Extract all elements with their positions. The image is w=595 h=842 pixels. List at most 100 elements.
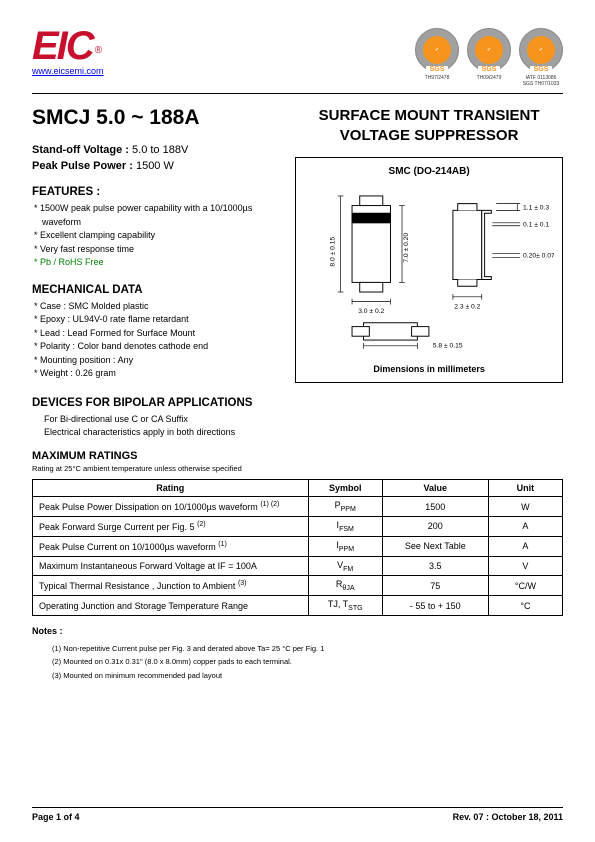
note-item: (1) Non-repetitive Current pulse per Fig… bbox=[52, 642, 563, 656]
cell-unit: °C bbox=[488, 596, 562, 616]
dim-t-bot: 0.20± 0.07 bbox=[523, 252, 554, 259]
features-heading: FEATURES : bbox=[32, 186, 279, 198]
feature-item-rohs: Pb / RoHS Free bbox=[34, 256, 279, 270]
notes-heading: Notes : bbox=[32, 626, 563, 636]
certifications: ✓ SGS TH97/2478 ✓ SGS TH09/2479 ✓ SGS IA… bbox=[415, 28, 563, 87]
cert-badge-3: ✓ SGS IATF 0113086 SGS TH07/1033 bbox=[519, 28, 563, 87]
dim-h-outer: 8.0 ± 0.15 bbox=[330, 236, 337, 266]
bipolar-section: DEVICES FOR BIPOLAR APPLICATIONS For Bi-… bbox=[32, 397, 563, 438]
dim-w-top: 3.0 ± 0.2 bbox=[358, 308, 384, 315]
standoff-label: Stand-off Voltage : bbox=[32, 144, 129, 156]
dim-w-side: 2.3 ± 0.2 bbox=[454, 303, 480, 310]
cell-rating: Peak Forward Surge Current per Fig. 5 (2… bbox=[33, 516, 309, 536]
note-item: (2) Mounted on 0.31x 0.31" (8.0 x 8.0mm)… bbox=[52, 655, 563, 669]
mechanical-heading: MECHANICAL DATA bbox=[32, 284, 279, 296]
dim-t-top: 1.1 ± 0.3 bbox=[523, 204, 549, 211]
cell-unit: A bbox=[488, 516, 562, 536]
table-row: Maximum Instantaneous Forward Voltage at… bbox=[33, 556, 563, 576]
cert-label-line2: SGS TH07/1033 bbox=[523, 81, 560, 87]
col-value: Value bbox=[382, 480, 488, 497]
table-row: Peak Pulse Power Dissipation on 10/1000µ… bbox=[33, 497, 563, 517]
cell-symbol: TJ, TSTG bbox=[308, 596, 382, 616]
mechanical-item: Lead : Lead Formed for Surface Mount bbox=[34, 327, 279, 341]
cell-value: 75 bbox=[382, 576, 488, 596]
features-list: 1500W peak pulse power capability with a… bbox=[32, 202, 279, 270]
package-diagram-box: SMC (DO-214AB) 8.0 ± 0.15 bbox=[295, 157, 563, 383]
doc-title-l1: SURFACE MOUNT TRANSIENT bbox=[319, 107, 540, 124]
table-row: Operating Junction and Storage Temperatu… bbox=[33, 596, 563, 616]
cert-label: IATF 0113086 SGS TH07/1033 bbox=[523, 75, 560, 87]
feature-item: Very fast response time bbox=[34, 243, 279, 257]
logo-eic: EIC bbox=[32, 24, 93, 68]
cert-sgs-label: SGS bbox=[478, 66, 501, 73]
ratings-subtext: Rating at 25°C ambient temperature unles… bbox=[32, 464, 563, 473]
standoff-value: 5.0 to 188V bbox=[132, 144, 188, 156]
part-number: SMCJ 5.0 ~ 188A bbox=[32, 106, 279, 130]
col-rating: Rating bbox=[33, 480, 309, 497]
cert-label: TH09/2479 bbox=[477, 75, 502, 81]
cell-value: 200 bbox=[382, 516, 488, 536]
table-row: Typical Thermal Resistance , Junction to… bbox=[33, 576, 563, 596]
cell-unit: V bbox=[488, 556, 562, 576]
bipolar-line1: For Bi-directional use C or CA Suffix bbox=[32, 413, 563, 426]
cell-value: - 55 to + 150 bbox=[382, 596, 488, 616]
cell-symbol: RθJA bbox=[308, 576, 382, 596]
left-column: SMCJ 5.0 ~ 188A Stand-off Voltage : 5.0 … bbox=[32, 106, 279, 381]
mechanical-list: Case : SMC Molded plastic Epoxy : UL94V-… bbox=[32, 300, 279, 381]
package-diagram-svg: 8.0 ± 0.15 7.0 ± 0.20 3.0 ± 0.2 bbox=[304, 183, 554, 353]
cell-rating: Peak Pulse Current on 10/1000µs waveform… bbox=[33, 536, 309, 556]
logo-registered: ® bbox=[95, 45, 102, 56]
package-name: SMC (DO-214AB) bbox=[304, 166, 554, 177]
mechanical-item: Polarity : Color band denotes cathode en… bbox=[34, 340, 279, 354]
cert-badge-2: ✓ SGS TH09/2479 bbox=[467, 28, 511, 87]
table-row: Peak Pulse Current on 10/1000µs waveform… bbox=[33, 536, 563, 556]
power-value: 1500 W bbox=[136, 160, 174, 172]
cert-label: TH97/2478 bbox=[425, 75, 450, 81]
cell-rating: Operating Junction and Storage Temperatu… bbox=[33, 596, 309, 616]
mechanical-item: Epoxy : UL94V-0 rate flame retardant bbox=[34, 313, 279, 327]
right-column: SURFACE MOUNT TRANSIENT VOLTAGE SUPPRESS… bbox=[295, 106, 563, 383]
dim-w-foot: 5.8 ± 0.15 bbox=[433, 343, 463, 350]
cert-sgs-label: SGS bbox=[426, 66, 449, 73]
bipolar-heading: DEVICES FOR BIPOLAR APPLICATIONS bbox=[32, 397, 563, 409]
cell-rating: Typical Thermal Resistance , Junction to… bbox=[33, 576, 309, 596]
header: EIC® www.eicsemi.com ✓ SGS TH97/2478 ✓ S… bbox=[32, 28, 563, 87]
note-item: (3) Mounted on minimum recommended pad l… bbox=[52, 669, 563, 683]
page-footer: Page 1 of 4 Rev. 07 : October 18, 2011 bbox=[32, 807, 563, 822]
cell-rating: Maximum Instantaneous Forward Voltage at… bbox=[33, 556, 309, 576]
document-title: SURFACE MOUNT TRANSIENT VOLTAGE SUPPRESS… bbox=[295, 106, 563, 145]
cell-symbol: VFM bbox=[308, 556, 382, 576]
feature-item: 1500W peak pulse power capability with a… bbox=[34, 202, 279, 229]
cell-symbol: IPPM bbox=[308, 536, 382, 556]
cell-symbol: IFSM bbox=[308, 516, 382, 536]
cert-badge-1: ✓ SGS TH97/2478 bbox=[415, 28, 459, 87]
mechanical-item: Weight : 0.26 gram bbox=[34, 367, 279, 381]
notes-list: (1) Non-repetitive Current pulse per Fig… bbox=[32, 642, 563, 683]
main-columns: SMCJ 5.0 ~ 188A Stand-off Voltage : 5.0 … bbox=[32, 106, 563, 383]
website-link[interactable]: www.eicsemi.com bbox=[32, 66, 104, 76]
col-unit: Unit bbox=[488, 480, 562, 497]
power-label: Peak Pulse Power : bbox=[32, 160, 133, 172]
footer-page: Page 1 of 4 bbox=[32, 812, 80, 822]
cell-value: 3.5 bbox=[382, 556, 488, 576]
cell-rating: Peak Pulse Power Dissipation on 10/1000µ… bbox=[33, 497, 309, 517]
power-spec: Peak Pulse Power : 1500 W bbox=[32, 160, 279, 172]
doc-title-l2: VOLTAGE SUPPRESSOR bbox=[340, 127, 519, 144]
ratings-table: Rating Symbol Value Unit Peak Pulse Powe… bbox=[32, 479, 563, 616]
cert-sgs-label: SGS bbox=[530, 66, 553, 73]
bipolar-line2: Electrical characteristics apply in both… bbox=[32, 426, 563, 439]
diagram-caption: Dimensions in millimeters bbox=[304, 364, 554, 374]
cell-symbol: PPPM bbox=[308, 497, 382, 517]
col-symbol: Symbol bbox=[308, 480, 382, 497]
dim-t-mid: 0.1 ± 0.1 bbox=[523, 222, 549, 229]
cell-unit: °C/W bbox=[488, 576, 562, 596]
table-row: Peak Forward Surge Current per Fig. 5 (2… bbox=[33, 516, 563, 536]
cell-value: See Next Table bbox=[382, 536, 488, 556]
feature-item: Excellent clamping capability bbox=[34, 229, 279, 243]
table-header-row: Rating Symbol Value Unit bbox=[33, 480, 563, 497]
standoff-spec: Stand-off Voltage : 5.0 to 188V bbox=[32, 144, 279, 156]
cell-unit: A bbox=[488, 536, 562, 556]
ratings-heading: MAXIMUM RATINGS bbox=[32, 450, 563, 462]
dim-h-inner: 7.0 ± 0.20 bbox=[403, 233, 410, 263]
header-divider bbox=[32, 93, 563, 94]
